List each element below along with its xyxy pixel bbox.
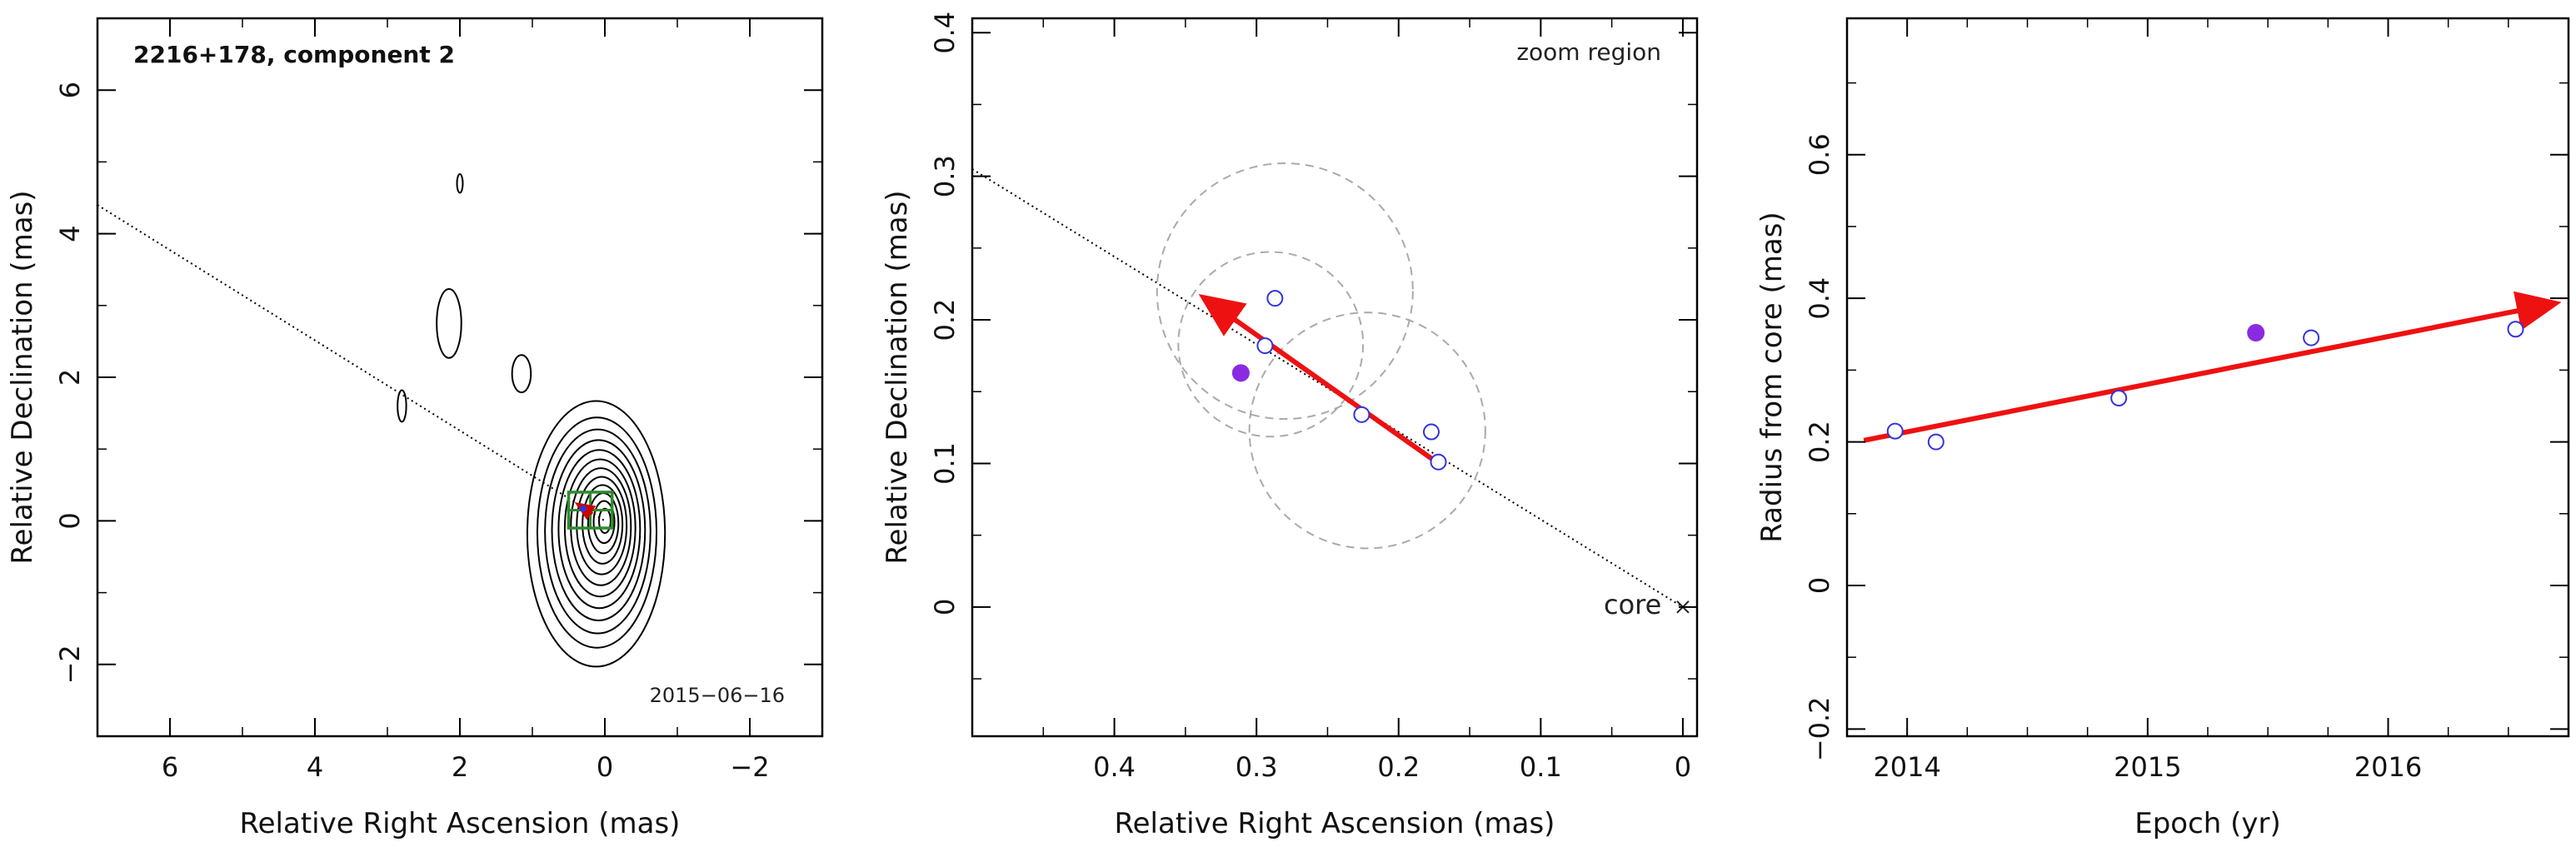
y-tick-label: 0 [929,599,961,615]
x-tick-label: −2 [730,751,769,783]
panel1-ticks: 6 4 2 0 −2 −2 0 2 4 6 [54,17,823,783]
panel2-ticks: 0.4 0.3 0.2 0.1 0 0 0.1 0.2 0.3 0.4 [929,12,1697,783]
data-point-open [1886,422,1904,440]
panel2-ylabel: Relative Declination (mas) [881,190,914,564]
panel1-frame [96,17,824,738]
outer-contour [436,287,462,359]
data-point-filled [2247,324,2265,342]
panel2-plot-area [971,162,1690,614]
panel3-ylabel: Radius from core (mas) [1755,212,1789,542]
data-point-filled [1231,364,1250,382]
y-tick-label: 0.4 [929,12,961,54]
data-point-open [2303,329,2320,346]
outer-contour [511,354,532,394]
core-contour [536,416,658,649]
panel1-title: 2216+178, component 2 [133,41,455,68]
panel1-date-label: 2015−06−16 [650,684,785,707]
y-tick-label: 4 [54,225,86,242]
x-tick-label: 0 [1675,751,1691,783]
core-contour [592,500,616,545]
y-tick-label: 0.1 [929,442,961,485]
y-tick-label: 0.2 [929,299,961,341]
zoom-point [579,505,587,512]
panel2-annotation: zoom region [1516,38,1661,66]
panel1-xlabel: Relative Right Ascension (mas) [240,807,681,840]
core-label: core [1604,589,1661,620]
panel2-xlabel: Relative Right Ascension (mas) [1115,807,1555,840]
panel-radius-epoch: 2014 2015 2016 −0.2 0 0.2 0.4 0.6 Epoch (yr) Ra… [1755,17,2570,840]
core-contour [551,439,646,621]
core-contour [563,458,637,598]
core-contour [526,400,666,668]
outer-contour [397,389,407,423]
x-tick-label: 0.4 [1093,751,1136,783]
y-tick-label: 0.6 [1804,133,1835,176]
data-point-open [1353,406,1370,423]
core-contour [544,428,651,635]
y-tick-label: −2 [54,645,86,684]
y-tick-label: 0.2 [1804,421,1835,463]
uncertainty-circle [1156,162,1414,421]
x-tick-label: 2014 [1873,751,1940,783]
panel1-plot-area [97,173,666,668]
x-tick-label: 0.1 [1520,751,1562,783]
data-point-open [1423,423,1440,441]
uncertainty-circle [1177,251,1365,438]
data-point-open [1266,290,1284,307]
x-tick-label: 2016 [2354,751,2422,783]
trend-arrow [1863,291,2562,443]
panel3-frame [1845,17,2570,738]
y-tick-label: −0.2 [1804,697,1835,762]
y-tick-label: 0.4 [1804,277,1835,320]
panel3-plot-area [1863,291,2562,451]
x-tick-label: 0.3 [1236,751,1278,783]
panel1-ylabel: Relative Declination (mas) [6,190,39,564]
motion-arrow [1198,293,1440,466]
data-point-open [1256,337,1274,355]
data-point-open [1430,453,1447,471]
data-point-open [2110,389,2128,406]
panel-contour-map: 6 4 2 0 −2 −2 0 2 4 6 2216+178, component 2 2015−… [6,17,824,840]
jet-axis-line [971,168,1684,608]
y-tick-label: 2 [54,369,86,386]
x-tick-label: 2015 [2114,751,2181,783]
x-tick-label: 6 [162,751,178,783]
data-point-open [2507,321,2524,338]
y-tick-label: 0.3 [929,155,961,197]
x-tick-label: 2 [452,751,468,783]
panel3-xlabel: Epoch (yr) [2134,807,2281,840]
panel-zoom-region: 0.4 0.3 0.2 0.1 0 0 0.1 0.2 0.3 0.4 zoom region c… [881,12,1699,840]
y-tick-label: 0 [54,512,86,529]
x-tick-label: 0.2 [1377,751,1420,783]
core-contour [582,484,624,565]
x-tick-label: 4 [307,751,323,783]
panel3-ticks: 2014 2015 2016 −0.2 0 0.2 0.4 0.6 [1804,18,2569,783]
core-contour [576,476,628,575]
outer-contour [456,173,464,194]
uncertainty-circle [1248,311,1486,550]
data-point-open [1927,433,1944,451]
core-contour [557,449,642,610]
y-tick-label: 6 [54,82,86,98]
y-tick-label: 0 [1804,577,1835,594]
panel2-frame [971,17,1699,738]
x-tick-label: 0 [597,751,613,783]
